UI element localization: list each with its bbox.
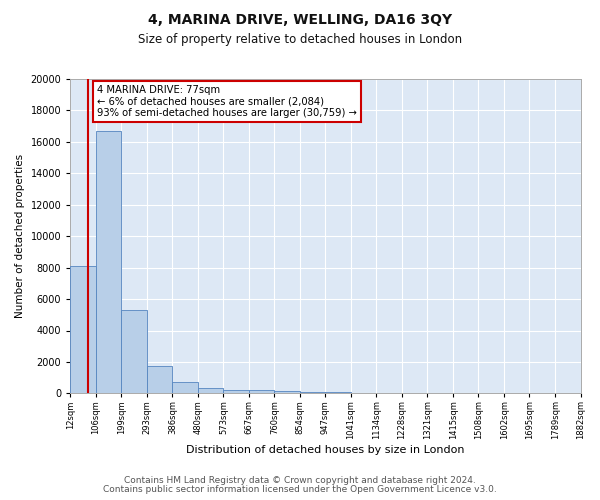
Text: 4 MARINA DRIVE: 77sqm
← 6% of detached houses are smaller (2,084)
93% of semi-de: 4 MARINA DRIVE: 77sqm ← 6% of detached h… [97, 86, 357, 118]
Bar [147, 366, 172, 394]
Bar [121, 310, 147, 394]
Bar [249, 390, 274, 394]
Text: Contains HM Land Registry data © Crown copyright and database right 2024.: Contains HM Land Registry data © Crown c… [124, 476, 476, 485]
Y-axis label: Number of detached properties: Number of detached properties [15, 154, 25, 318]
Bar [274, 390, 300, 394]
Bar [172, 382, 198, 394]
Bar [376, 392, 402, 394]
Bar [325, 392, 351, 394]
Bar [351, 392, 376, 394]
Text: Size of property relative to detached houses in London: Size of property relative to detached ho… [138, 32, 462, 46]
Bar [96, 131, 121, 394]
X-axis label: Distribution of detached houses by size in London: Distribution of detached houses by size … [186, 445, 464, 455]
Bar [300, 392, 325, 394]
Bar [70, 266, 96, 394]
Text: Contains public sector information licensed under the Open Government Licence v3: Contains public sector information licen… [103, 485, 497, 494]
Text: 4, MARINA DRIVE, WELLING, DA16 3QY: 4, MARINA DRIVE, WELLING, DA16 3QY [148, 12, 452, 26]
Bar [223, 390, 249, 394]
Bar [198, 388, 223, 394]
